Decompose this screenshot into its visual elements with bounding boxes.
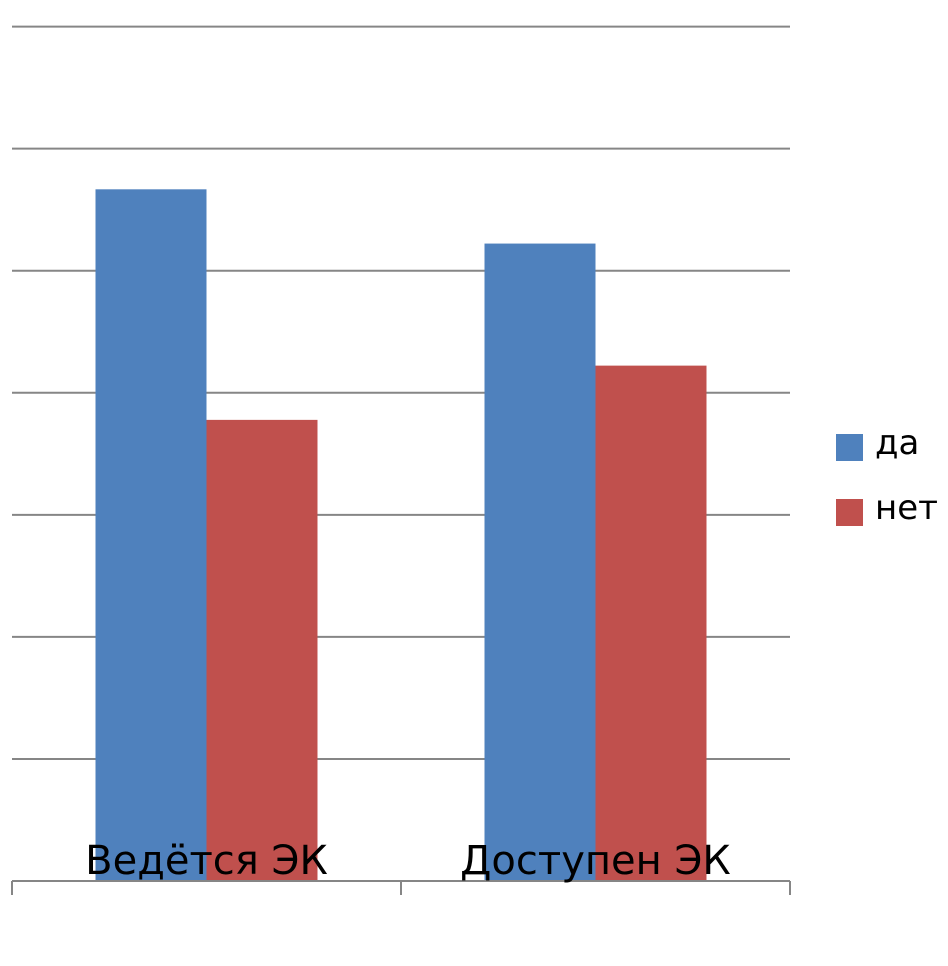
legend-label-da: да — [875, 423, 920, 463]
bar-da-1 — [484, 243, 596, 881]
bar-net-0 — [206, 419, 318, 881]
legend-label-net: нет — [875, 488, 938, 528]
bar-da-0 — [95, 189, 207, 881]
legend-swatch-net — [836, 499, 863, 526]
category-label-dostupen-ek: Доступен ЭК — [460, 838, 731, 884]
legend-swatch-da — [836, 434, 863, 461]
category-label-vedetsya-ek: Ведётся ЭК — [85, 838, 328, 884]
bar-net-1 — [595, 365, 707, 881]
